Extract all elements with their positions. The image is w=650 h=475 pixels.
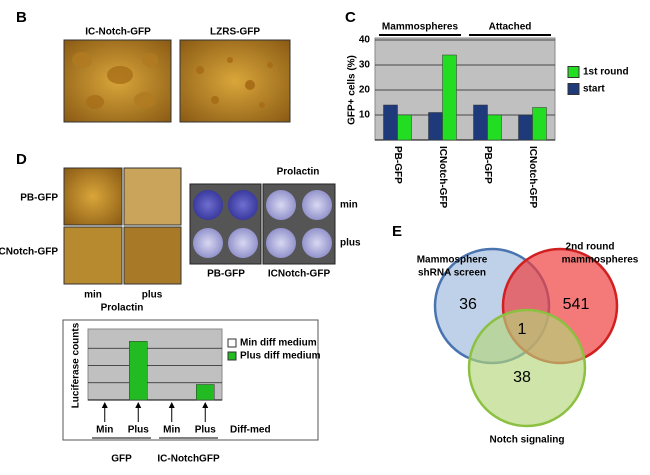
plate-row-label: min [340,200,358,211]
image-title: IC-Notch-GFP [85,27,151,38]
panel-label: D [16,151,27,168]
micrograph [63,39,172,123]
column-label: min [84,290,102,301]
bar [129,341,148,401]
venn-count: 541 [563,296,590,313]
x-tick-label: Plus [128,425,150,436]
image-title: LZRS-GFP [210,27,260,38]
column-label: plus [142,290,163,301]
panel-label: B [16,9,27,26]
y-tick-label: 20 [359,85,371,96]
venn-label: Notch signaling [490,435,565,446]
venn-count: 36 [459,296,477,313]
y-tick-label: 30 [359,60,371,71]
plate-label: PB-GFP [207,269,245,280]
group-label: IC-NotchGFP [157,454,220,465]
y-axis-label: GFP+ cells (%) [347,55,358,125]
venn-label: mammospheres [562,255,639,266]
legend-swatch [567,83,580,95]
arrow-head [135,402,142,408]
venn-label: 2nd round [566,242,615,253]
legend-swatch [567,66,580,78]
bar [196,384,215,401]
micrograph-grid [63,167,182,285]
bar [383,104,398,141]
legend-label: 1st round [583,67,629,78]
arrow-head [101,402,108,408]
arrow-head [202,402,209,408]
legend-label: Min diff medium [240,338,317,349]
legend-label: start [583,84,605,95]
x-tick-label: PB-GFP [482,146,493,184]
panel-label: E [392,223,402,240]
group-label: Attached [489,22,532,33]
venn-count: 1 [518,321,527,338]
venn-set [467,308,587,428]
plate-label: ICNotch-GFP [268,269,331,280]
venn-label: Mammosphere [417,255,488,266]
group-label: Mammospheres [382,22,459,33]
legend-label: Plus diff medium [240,351,321,362]
column-title: Prolactin [101,303,144,314]
x-tick-label: ICNotch-GFP [527,146,538,209]
micrograph [179,39,291,123]
bar [532,107,547,141]
chart-frame [62,319,319,441]
x-tick-label: PB-GFP [392,146,403,184]
legend-swatch [227,338,237,348]
x-tick-label: ICNotch-GFP [437,146,448,209]
group-label: GFP [111,454,132,465]
plate-title: Prolactin [277,167,320,178]
bar [428,112,443,141]
bar [518,114,533,141]
x-axis-label: Diff-med [230,425,271,436]
x-tick-label: Min [96,425,113,436]
venn-count: 38 [513,369,531,386]
venn-label: shRNA screen [418,268,486,279]
y-tick-label: 10 [359,110,371,121]
bar [487,114,502,141]
row-label: ICNotch-GFP [0,247,58,258]
y-axis-label: Luciferase counts [71,322,82,408]
legend-swatch [227,351,237,361]
x-tick-label: Min [163,425,180,436]
panel-label: C [345,9,356,26]
bar [442,54,457,141]
plate [189,183,262,265]
plate [262,183,336,265]
venn [433,247,619,428]
bar [397,114,412,141]
y-tick-label: 40 [359,35,371,46]
plate-row-label: plus [340,238,361,249]
row-label: PB-GFP [20,193,58,204]
x-tick-label: Plus [195,425,217,436]
bar [473,104,488,141]
arrow-head [168,402,175,408]
